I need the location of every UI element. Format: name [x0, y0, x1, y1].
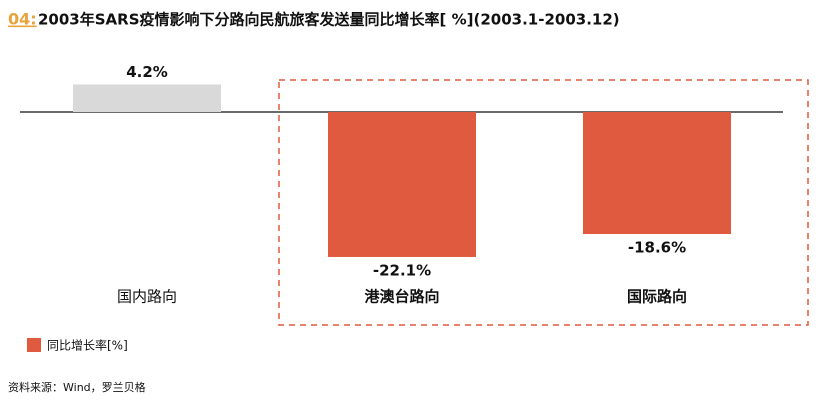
x-tick-label: 港澳台路向 — [364, 288, 439, 306]
source: 资料来源：Wind，罗兰贝格 — [8, 380, 146, 394]
legend-swatch — [27, 338, 41, 352]
bar — [583, 112, 731, 235]
x-tick-label: 国内路向 — [117, 288, 177, 306]
highlight-box — [278, 79, 809, 326]
data-label: 4.2% — [126, 63, 168, 81]
x-tick-label: 国际路向 — [627, 288, 687, 306]
chart-title: 2003年SARS疫情影响下分路向民航旅客发送量同比增长率[ %](2003.1… — [38, 11, 620, 29]
data-label: -22.1% — [373, 261, 431, 279]
data-label: -18.6% — [628, 239, 686, 257]
legend-label: 同比增长率[%] — [47, 338, 128, 353]
bar — [73, 84, 221, 112]
title-prefix: 04: — [8, 10, 37, 29]
bar — [328, 112, 476, 257]
